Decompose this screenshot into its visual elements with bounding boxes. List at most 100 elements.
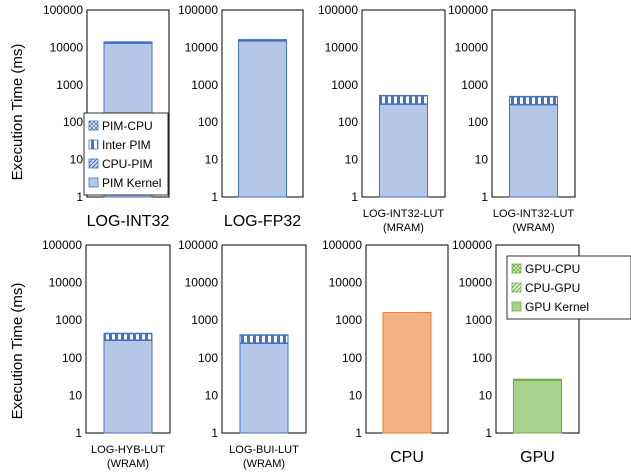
y-tick-label: 100000	[178, 3, 218, 17]
legend-label: Inter PIM	[102, 138, 151, 152]
panel-title: GPU	[520, 449, 555, 466]
bar-segment-pim-kernel	[379, 103, 428, 198]
y-tick-label: 10000	[50, 40, 84, 54]
y-tick-label: 1	[211, 426, 218, 440]
y-tick-label: 100000	[43, 3, 83, 17]
panel-title: LOG-HYB-LUT	[91, 444, 165, 456]
chart-panel-7: 1 10 100 1000 10000 100000 CPU	[322, 238, 449, 466]
legend-swatch-gpu-cpu	[511, 263, 522, 274]
y-tick-label: 100000	[452, 238, 492, 252]
bar-segment-gpu-cpu	[513, 378, 562, 381]
y-tick-label: 10	[205, 388, 219, 402]
legend-swatch-inter-pim	[88, 139, 99, 150]
legend-swatch-gpu-kernel	[511, 301, 522, 312]
panel-title: (WRAM)	[107, 458, 149, 470]
legend: GPU-CPU CPU-GPU GPU Kernel	[506, 255, 631, 320]
y-tick-label: 100	[198, 115, 218, 129]
y-tick-label: 100	[342, 351, 362, 365]
y-axis-label-bottom: Execution Time (ms)	[9, 283, 26, 420]
y-tick-label: 100000	[322, 238, 362, 252]
y-tick-label: 100000	[178, 238, 218, 252]
y-tick-label: 1000	[331, 78, 358, 92]
y-tick-label: 1	[211, 190, 218, 204]
bar-segment-pim-cpu	[379, 94, 428, 97]
bar-segment-pim-kernel	[239, 343, 289, 434]
y-tick-label: 100000	[42, 238, 82, 252]
chart-panel-6: 1 10 100 1000 10000 100000 LOG-BUI-LUT (WRAM)	[178, 238, 307, 470]
y-tick-label: 10000	[459, 276, 493, 290]
bar-segment-total	[382, 312, 432, 434]
y-tick-label: 100	[338, 115, 358, 129]
y-tick-label: 10	[205, 153, 219, 167]
panel-title: (MRAM)	[383, 222, 424, 234]
y-tick-label: 1000	[55, 313, 82, 327]
y-tick-label: 1	[75, 426, 82, 440]
y-tick-label: 10	[475, 153, 489, 167]
bar-segment-pim-kernel	[103, 339, 153, 434]
chart-panel-8: 1 10 100 1000 10000 100000 GPU GPU-CPUCPU-GPUGP…	[452, 238, 631, 466]
y-tick-label: 1	[76, 190, 83, 204]
chart-panel-1: 1 10 100 1000 10000 100000 LOG-INT32 PIM-CPU Int…	[43, 3, 170, 230]
y-tick-label: 10	[70, 153, 84, 167]
y-tick-label: 1	[481, 190, 488, 204]
legend-label: GPU Kernel	[525, 300, 589, 314]
y-tick-label: 10000	[455, 40, 489, 54]
bar-segment-inter-pim	[239, 334, 289, 344]
y-tick-label: 1000	[465, 313, 492, 327]
y-tick-label: 10000	[329, 276, 363, 290]
y-tick-label: 10000	[185, 40, 219, 54]
bar-segment-inter-pim	[379, 95, 428, 105]
legend-swatch-cpu-pim	[88, 158, 99, 169]
legend-swatch-pim-kernel	[88, 177, 99, 188]
legend-label: CPU-PIM	[102, 157, 153, 171]
panel-title: CPU	[390, 449, 424, 466]
legend-swatch-cpu-gpu	[511, 282, 522, 293]
y-tick-label: 100	[468, 115, 488, 129]
y-tick-label: 100	[62, 351, 82, 365]
y-tick-label: 10000	[325, 40, 359, 54]
bar-segment-pim-cpu	[103, 332, 153, 335]
panel-title: LOG-INT32-LUT	[493, 208, 575, 220]
y-tick-label: 10	[345, 153, 359, 167]
legend-label: GPU-CPU	[525, 262, 580, 276]
legend: PIM-CPU Inter PIM CPU-PIM PIM Kernel	[83, 112, 169, 196]
y-tick-label: 10000	[185, 276, 219, 290]
y-tick-label: 100000	[448, 3, 488, 17]
y-tick-label: 10	[479, 388, 493, 402]
legend-swatch-pim-cpu	[88, 120, 99, 131]
bar-segment-inter-pim	[509, 96, 558, 105]
chart-panel-5: 1 10 100 1000 10000 100000 LOG-HYB-LUT (WRAM)	[42, 238, 171, 470]
bar-segment-pim-kernel	[238, 40, 287, 198]
y-tick-label: 100	[198, 351, 218, 365]
bar-segment-inter-pim	[103, 333, 153, 341]
panel-title: LOG-INT32	[87, 213, 170, 230]
y-tick-label: 1	[351, 190, 358, 204]
chart-panel-2: 1 10 100 1000 10000 100000 LOG-FP32	[178, 3, 304, 230]
bar-segment-pim-cpu	[509, 95, 558, 98]
y-tick-label: 10	[349, 388, 363, 402]
bar-segment-pim-cpu	[239, 334, 289, 336]
y-tick-label: 1000	[191, 78, 218, 92]
y-tick-label: 1	[485, 426, 492, 440]
y-tick-label: 1000	[461, 78, 488, 92]
y-tick-label: 1	[355, 426, 362, 440]
chart-panels: 1 10 100 1000 10000 100000 LOG-INT32 PIM-CPU Int…	[42, 3, 631, 470]
y-tick-label: 10	[69, 388, 83, 402]
bar-segment-gpu-kernel	[513, 379, 562, 434]
y-tick-label: 100	[63, 115, 83, 129]
y-axis-label-top: Execution Time (ms)	[9, 44, 26, 181]
y-tick-label: 100000	[318, 3, 358, 17]
y-tick-label: 1000	[191, 313, 218, 327]
y-tick-label: 10000	[49, 276, 83, 290]
chart-panel-4: 1 10 100 1000 10000 100000 LOG-INT32-LUT (WRAM)	[448, 3, 576, 234]
legend-box	[506, 255, 631, 320]
y-tick-label: 100	[472, 351, 492, 365]
y-tick-label: 1000	[56, 78, 83, 92]
y-tick-label: 1000	[335, 313, 362, 327]
bar-segment-pim-kernel	[509, 104, 558, 198]
panel-title: LOG-BUI-LUT	[229, 444, 299, 456]
legend-label: PIM Kernel	[102, 176, 161, 190]
legend-label: PIM-CPU	[102, 119, 153, 133]
panel-title: (WRAM)	[243, 458, 285, 470]
